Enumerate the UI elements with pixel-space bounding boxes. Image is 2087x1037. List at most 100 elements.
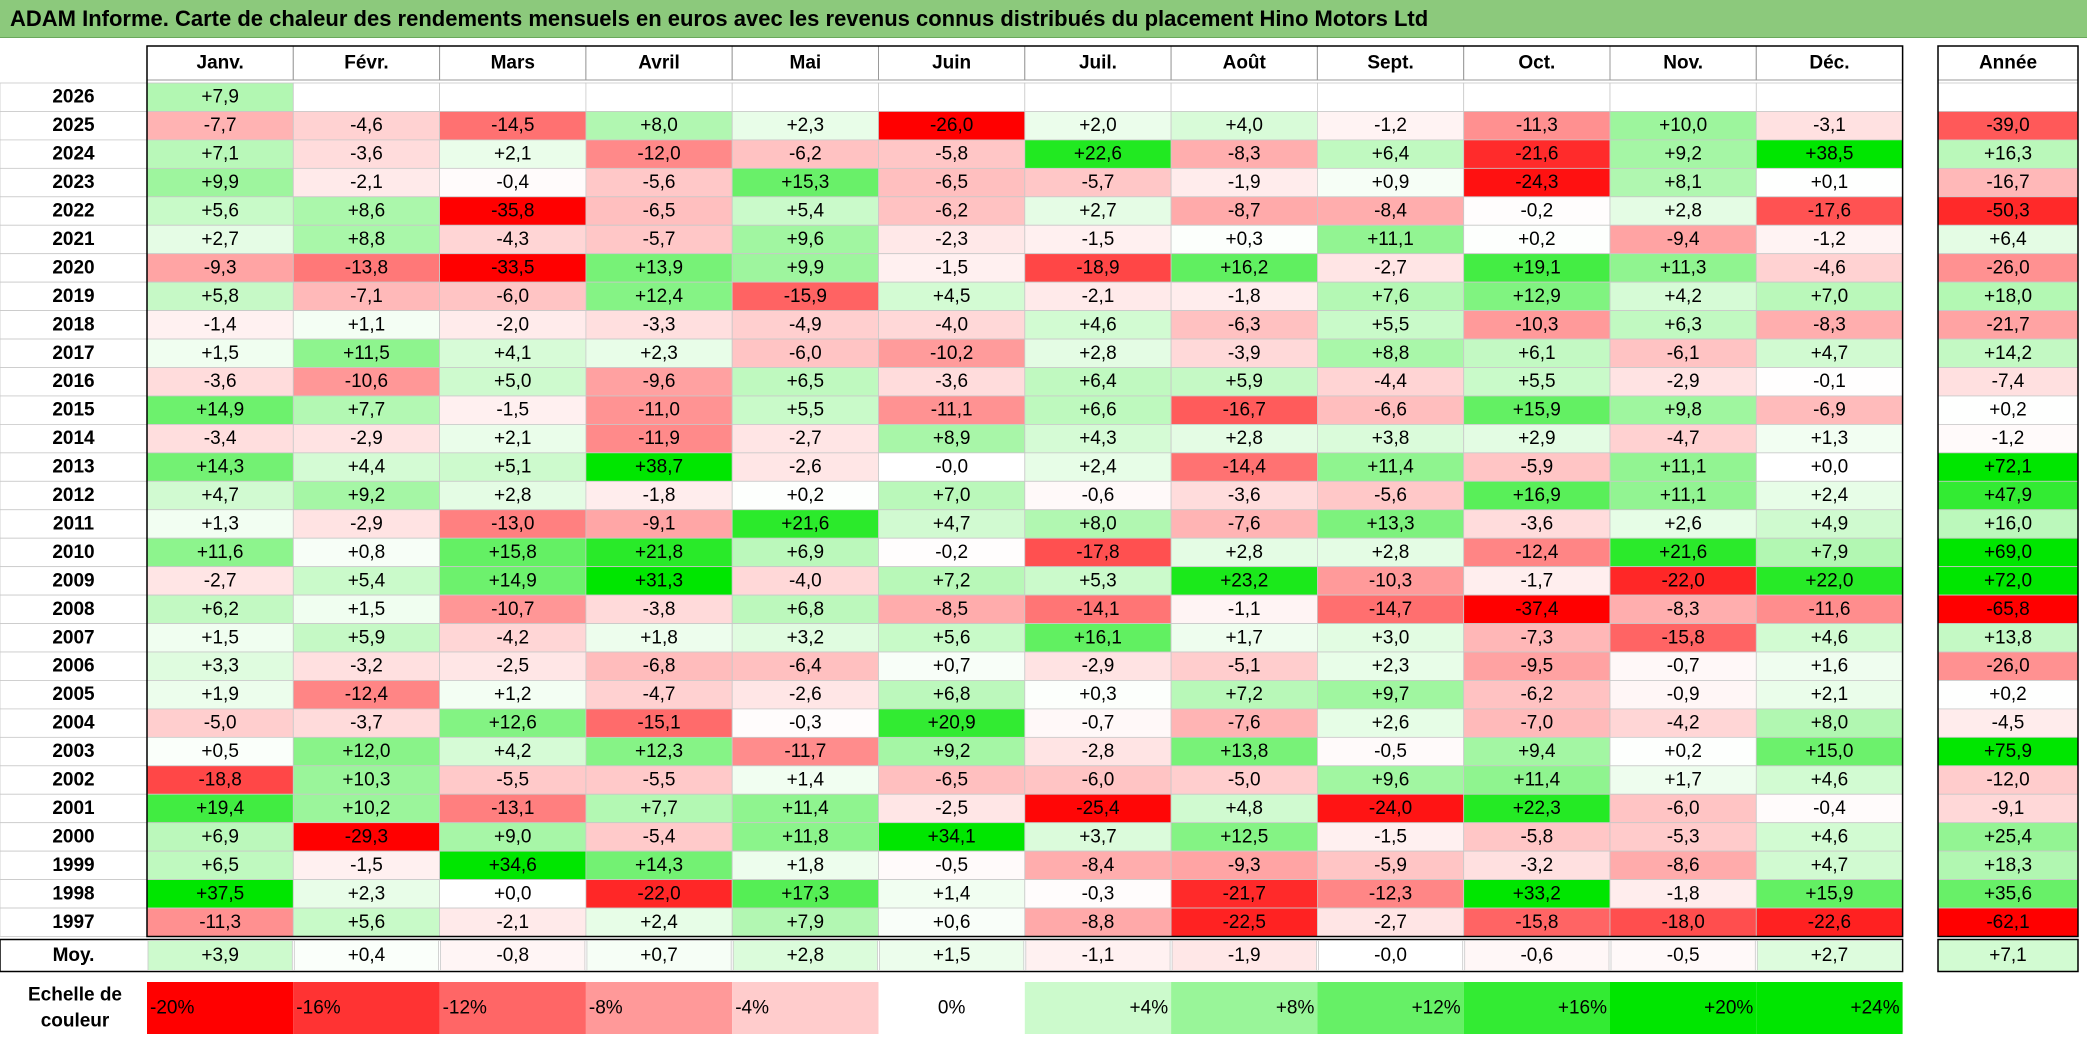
- cell-value: -2,7: [789, 428, 822, 449]
- heat-cell: [1609, 680, 1757, 710]
- cell-value: +19,1: [1513, 257, 1561, 278]
- cell-value: -2,8: [1082, 741, 1115, 762]
- heat-cell: [585, 167, 733, 198]
- cell-value: -16,7: [1223, 400, 1266, 421]
- cell-value: -3,2: [1520, 855, 1553, 876]
- cell-value: +2,8: [1225, 428, 1263, 449]
- heat-cell: [878, 139, 1026, 169]
- month-header-cell: [439, 45, 587, 81]
- annual-cell: [1937, 793, 2079, 824]
- cell-value: +7,1: [201, 144, 239, 165]
- heat-cell: [1463, 566, 1611, 596]
- heat-cell: [439, 253, 587, 283]
- year-label: 2007: [52, 627, 94, 648]
- heat-cell: [146, 594, 294, 624]
- cell-value: +1,8: [787, 855, 825, 876]
- heat-cell: [1024, 708, 1172, 738]
- annual-value: -12,0: [1986, 770, 2029, 791]
- cell-value: +13,8: [1220, 741, 1268, 762]
- cell-value: -0,3: [1082, 883, 1115, 904]
- cell-value: -9,1: [643, 513, 676, 534]
- heat-cell: [1755, 680, 1904, 710]
- month-header-cell: [1170, 45, 1318, 81]
- scale-swatch: [439, 982, 586, 1034]
- heat-cell: [1317, 907, 1465, 937]
- heat-cell: [731, 310, 879, 340]
- annual-value: +0,2: [1989, 400, 2027, 421]
- month-header: Juil.: [1079, 53, 1117, 74]
- heat-cell: [439, 680, 587, 710]
- scale-swatch: [585, 982, 733, 1034]
- heat-cell: [1609, 167, 1757, 198]
- cell-value: +11,6: [197, 542, 244, 563]
- heat-cell: [1463, 509, 1611, 539]
- cell-value: -9,6: [643, 371, 676, 392]
- cell-value: -2,9: [350, 513, 383, 534]
- cell-value: +2,6: [1664, 513, 1702, 534]
- cell-value: +5,6: [201, 201, 239, 222]
- heat-cell: [1463, 594, 1611, 624]
- cell-value: +5,3: [1079, 570, 1117, 591]
- heat-cell: [585, 537, 733, 568]
- year-label: 2000: [52, 826, 94, 847]
- cell-value: -2,9: [1667, 371, 1700, 392]
- cell-value: +2,7: [1079, 201, 1117, 222]
- heat-cell: [146, 111, 294, 141]
- scale-label: couleur: [41, 1011, 110, 1032]
- annual-cell: [1937, 623, 2079, 653]
- heat-cell: [731, 480, 879, 511]
- heat-cell: [1317, 736, 1465, 767]
- cell-value: +8,6: [348, 201, 386, 222]
- heat-cell: [1463, 224, 1611, 255]
- cell-value: +5,9: [1225, 371, 1263, 392]
- heat-cell: [878, 367, 1026, 397]
- year-label-cell: [0, 566, 148, 596]
- heat-cell: [731, 537, 879, 568]
- heat-cell: [1024, 423, 1172, 454]
- heat-cell: [1170, 82, 1318, 112]
- heat-cell: [1317, 509, 1465, 539]
- heat-cell: [439, 765, 587, 795]
- cell-value: +2,1: [494, 428, 532, 449]
- scale-stop-label: +20%: [1704, 998, 1753, 1019]
- heat-cell: [146, 310, 294, 340]
- heat-cell: [1317, 338, 1465, 368]
- cell-value: -7,0: [1520, 713, 1553, 734]
- heat-cell: [878, 879, 1026, 909]
- cell-value: +2,4: [1811, 485, 1849, 506]
- cell-value: +14,3: [196, 457, 244, 478]
- cell-value: -13,1: [491, 798, 534, 819]
- cell-value: -15,8: [1661, 627, 1704, 648]
- year-header-cell: [1937, 45, 2079, 81]
- heat-cell: [585, 111, 733, 141]
- heat-cell: [1463, 253, 1611, 283]
- cell-value: +9,2: [933, 741, 971, 762]
- page-title: ADAM Informe. Carte de chaleur des rende…: [10, 6, 1429, 31]
- cell-value: -5,7: [1082, 172, 1115, 193]
- annual-value: -16,7: [1986, 172, 2029, 193]
- heat-cell: [1609, 879, 1757, 909]
- cell-value: +9,0: [494, 826, 532, 847]
- cell-value: -0,2: [935, 542, 968, 563]
- cell-value: +22,0: [1805, 570, 1853, 591]
- scale-swatch: [1024, 982, 1172, 1034]
- heat-cell: [1170, 907, 1318, 937]
- heat-cell: [1463, 651, 1611, 681]
- year-label: 2016: [52, 371, 94, 392]
- cell-value: +7,2: [1225, 684, 1263, 705]
- heat-cell: [146, 822, 294, 852]
- cell-value: -17,8: [1076, 542, 1119, 563]
- year-label: 2008: [52, 599, 94, 620]
- heat-cell: [1024, 623, 1172, 653]
- cell-value: -5,5: [496, 770, 529, 791]
- heat-cell: [292, 310, 440, 340]
- cell-value: -5,9: [1374, 855, 1407, 876]
- heat-cell: [1463, 822, 1611, 852]
- month-header: Févr.: [344, 53, 388, 74]
- cell-value: -13,8: [345, 257, 388, 278]
- heat-cell: [878, 281, 1026, 311]
- heat-cell: [1463, 196, 1611, 226]
- cell-value: -9,5: [1520, 656, 1553, 677]
- cell-value: +16,9: [1513, 485, 1561, 506]
- heat-cell: [292, 452, 440, 482]
